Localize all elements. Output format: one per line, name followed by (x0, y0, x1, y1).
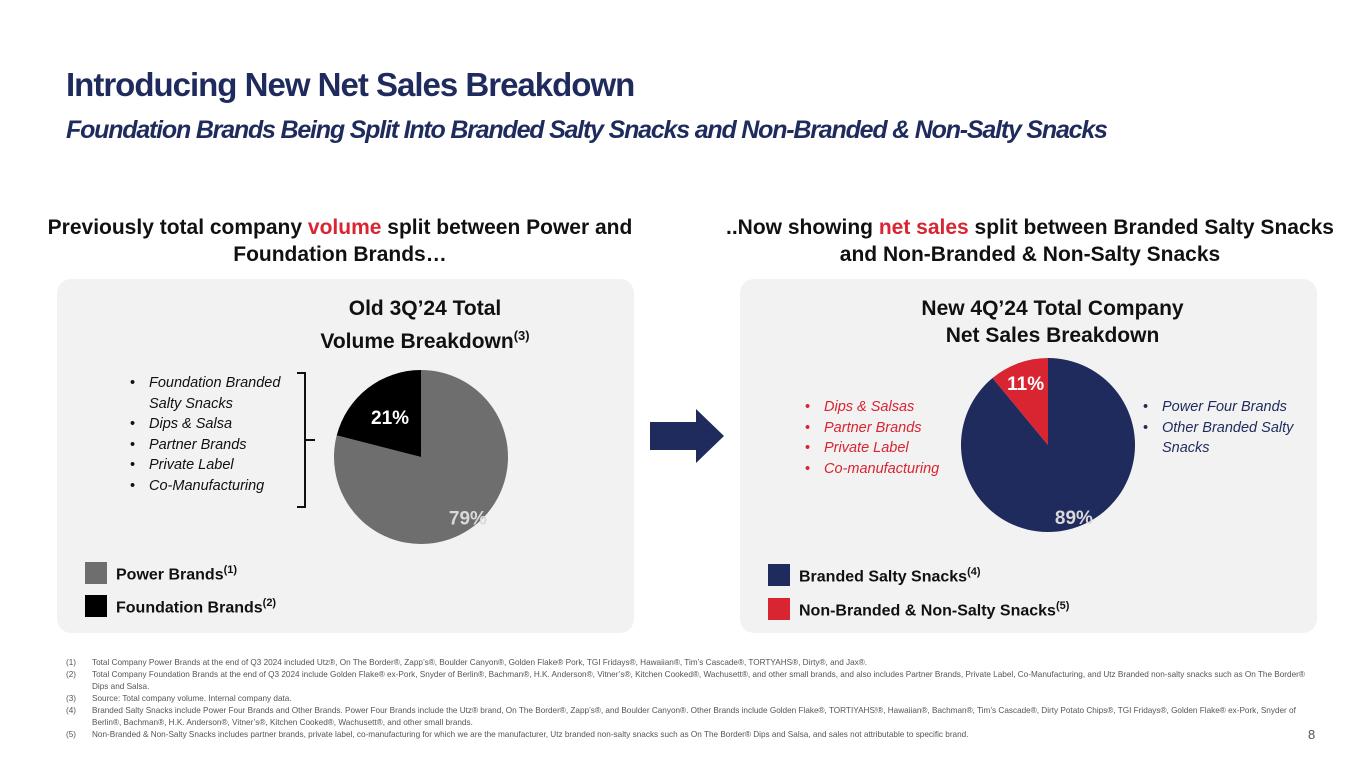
left-heading-highlight: volume (307, 216, 382, 239)
legend-swatch (85, 562, 107, 584)
legend-label-text: Foundation Brands (116, 599, 263, 617)
legend-swatch (85, 595, 107, 617)
list-item: Dips & Salsas (802, 397, 967, 418)
pie-data-label: 79% (449, 508, 487, 529)
footnote-number: (2) (66, 670, 77, 679)
pie-slice-foundation-brands (336, 370, 421, 457)
footnote-number: (1) (66, 658, 77, 667)
left-heading: Previously total company volume split be… (40, 214, 640, 268)
legend-label-text: Power Brands (116, 566, 224, 584)
pie-data-label: 89% (1055, 508, 1093, 529)
list-item: Other Branded Salty Snacks (1140, 418, 1310, 459)
legend-label-text: Branded Salty Snacks (799, 568, 968, 586)
list-item: Partner Brands (802, 418, 967, 439)
right-chart-title-line2: Net Sales Breakdown (945, 324, 1160, 347)
right-chart-title: New 4Q’24 Total Company Net Sales Breakd… (840, 295, 1265, 349)
right-panel: New 4Q’24 Total Company Net Sales Breakd… (740, 279, 1317, 633)
legend-label-note: (1) (223, 564, 238, 576)
footnote: (4) Branded Salty Snacks include Power Fo… (66, 705, 1306, 729)
left-chart-title-line2: Volume Breakdown (320, 330, 514, 353)
page-number: 8 (1308, 727, 1316, 742)
footnote-number: (5) (66, 730, 77, 739)
list-item: Private Label (802, 438, 967, 459)
right-blue-bullet-list: Power Four Brands Other Branded Salty Sn… (1140, 397, 1310, 459)
legend-label: Non-Branded & Non-Salty Snacks(5) (799, 600, 1069, 620)
list-item: Foundation Branded Salty Snacks (127, 373, 302, 414)
pie-slice-non-branded-non-salty-snacks (992, 358, 1048, 445)
left-heading-before: Previously total company (47, 216, 308, 239)
bracket-icon (297, 372, 315, 508)
footnote-text: Source: Total company volume. Internal c… (92, 694, 292, 703)
left-chart-title-line1: Old 3Q’24 Total (348, 297, 502, 320)
new-net-sales-pie-chart: 89% 11% (961, 358, 1135, 532)
footnote-number: (3) (66, 694, 77, 703)
legend-label-note: (2) (262, 597, 277, 609)
right-heading-after: split between Branded Salty Snacks and N… (839, 216, 1334, 266)
footnote: (5) Non-Branded & Non-Salty Snacks includ… (66, 729, 1306, 741)
list-item: Co-manufacturing (802, 459, 967, 480)
left-panel: Old 3Q’24 Total Volume Breakdown(3) Foun… (57, 279, 634, 633)
right-heading: ..Now showing net sales split between Br… (715, 214, 1345, 268)
footnote-text: Total Company Foundation Brands at the e… (92, 670, 1305, 691)
footnote-text: Branded Salty Snacks include Power Four … (92, 706, 1296, 727)
list-item: Co-Manufacturing (127, 476, 302, 497)
list-item: Dips & Salsa (127, 414, 302, 435)
right-heading-before: ..Now showing (725, 216, 879, 239)
right-red-bullet-list: Dips & Salsas Partner Brands Private Lab… (802, 397, 967, 479)
footnote-number: (4) (66, 706, 77, 715)
legend-label: Branded Salty Snacks(4) (799, 566, 981, 586)
pie-data-label: 21% (371, 408, 409, 429)
legend-swatch (768, 598, 790, 620)
left-chart-title: Old 3Q’24 Total Volume Breakdown(3) (245, 295, 605, 355)
left-bullet-list: Foundation Branded Salty Snacks Dips & S… (127, 373, 302, 496)
list-item: Power Four Brands (1140, 397, 1310, 418)
list-item: Partner Brands (127, 435, 302, 456)
footnote-text: Total Company Power Brands at the end of… (92, 658, 868, 667)
page-subtitle: Foundation Brands Being Split Into Brand… (66, 116, 1108, 144)
old-volume-pie-chart: 79% 21% (334, 370, 508, 544)
pie-data-label: 11% (1007, 374, 1044, 395)
right-heading-highlight: net sales (878, 216, 969, 239)
footnote-text: Non-Branded & Non-Salty Snacks includes … (92, 730, 969, 739)
footnotes: (1) Total Company Power Brands at the end… (66, 657, 1306, 741)
arrow-right-icon (650, 409, 724, 463)
legend-label-note: (4) (967, 566, 981, 578)
list-item: Private Label (127, 455, 302, 476)
footnote: (2) Total Company Foundation Brands at th… (66, 669, 1306, 693)
legend-label-text: Non-Branded & Non-Salty Snacks (799, 602, 1056, 620)
left-heading-after: split between Power and Foundation Brand… (233, 216, 633, 266)
legend-label-note: (5) (1055, 600, 1070, 612)
right-chart-title-line1: New 4Q’24 Total Company (921, 297, 1184, 320)
footnote: (1) Total Company Power Brands at the end… (66, 657, 1306, 669)
legend-swatch (768, 564, 790, 586)
legend-label: Power Brands(1) (116, 564, 237, 584)
footnote: (3) Source: Total company volume. Interna… (66, 693, 1306, 705)
legend-label: Foundation Brands(2) (116, 597, 276, 617)
left-chart-title-note: (3) (513, 328, 530, 343)
page-title: Introducing New Net Sales Breakdown (66, 66, 635, 103)
